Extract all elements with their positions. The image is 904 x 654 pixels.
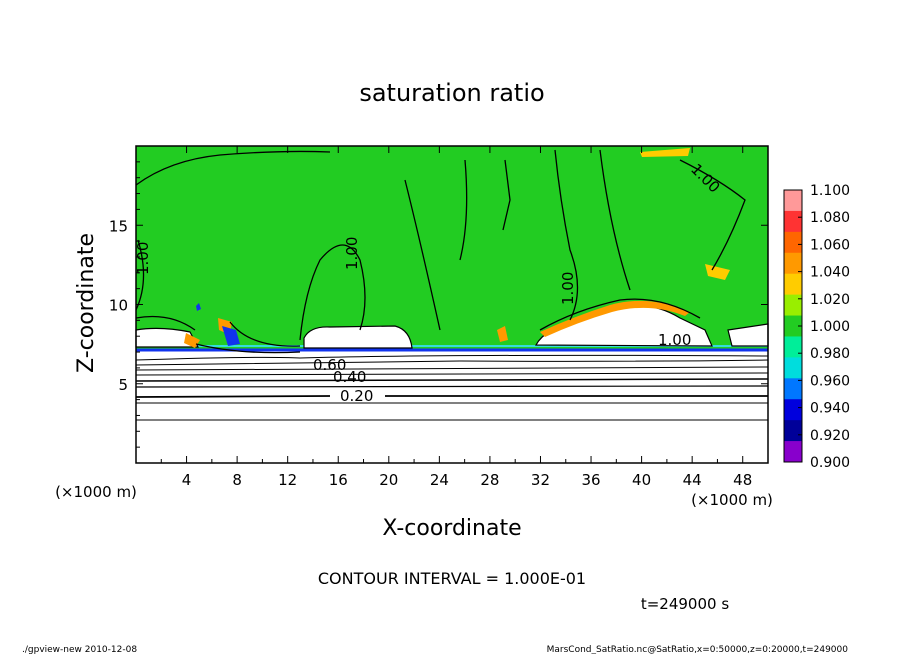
colorbar: 1.100 1.080 1.060 1.040 1.020 1.000 0.980 0.960… <box>783 183 850 471</box>
x-tick-label: 32 <box>531 471 550 489</box>
x-tick-label: 8 <box>232 471 242 489</box>
colorbar-label: 1.000 <box>810 319 850 335</box>
x-tick-label: 12 <box>278 471 297 489</box>
x-tick-label: 24 <box>430 471 449 489</box>
y-axis: 5 10 15 <box>109 161 768 448</box>
chart-title: saturation ratio <box>359 79 544 107</box>
contour-interval-text: CONTOUR INTERVAL = 1.000E-01 <box>318 569 586 588</box>
contour-label: 1.00 <box>559 272 577 305</box>
colorbar-segment <box>784 294 802 317</box>
contour-label: 1.00 <box>134 242 152 275</box>
colorbar-label: 0.980 <box>810 346 850 362</box>
supersaturated-patch <box>540 300 690 337</box>
colorbar-segment <box>784 336 802 358</box>
y-tick-label: 5 <box>118 376 128 394</box>
x-unit-label: (×1000 m) <box>691 491 773 509</box>
x-axis-label: X-coordinate <box>382 516 521 541</box>
colorbar-segment <box>784 273 802 296</box>
x-tick-label: 40 <box>632 471 651 489</box>
colorbar-segment <box>784 441 802 463</box>
colorbar-label: 1.080 <box>810 210 850 226</box>
supersaturated-patch <box>497 326 508 342</box>
contour-label: 1.00 <box>658 331 691 349</box>
supersaturated-patch <box>705 264 730 280</box>
contour-label: 0.60 <box>313 356 346 374</box>
cloud-region <box>303 325 413 349</box>
plot-area: 1.00 1.00 1.00 1.00 1.00 0.60 0.40 0.20 <box>134 145 769 464</box>
x-tick-label: 16 <box>329 471 348 489</box>
subsaturated-region <box>136 349 768 463</box>
colorbar-label: 1.020 <box>810 292 850 308</box>
colorbar-label: 0.960 <box>810 373 850 389</box>
contour-label: 0.40 <box>333 368 366 386</box>
colorbar-segment <box>784 315 802 337</box>
colorbar-segment <box>784 378 802 400</box>
colorbar-label: 1.040 <box>810 265 850 281</box>
y-tick-label: 10 <box>109 297 128 315</box>
colorbar-label: 0.940 <box>810 401 850 417</box>
colorbar-segment <box>784 357 802 379</box>
colorbar-label: 0.920 <box>810 428 850 444</box>
colorbar-segment <box>784 231 802 254</box>
y-unit-label: (×1000 m) <box>55 483 137 501</box>
subsaturated-patch <box>196 303 201 311</box>
contour-label: 1.00 <box>343 237 361 270</box>
y-tick-label: 15 <box>109 217 128 235</box>
colorbar-segment <box>784 399 802 421</box>
time-label: t=249000 s <box>641 595 729 613</box>
colorbar-segment <box>784 420 802 442</box>
horizontal-contours <box>135 354 769 421</box>
footer-right: MarsCond_SatRatio.nc@SatRatio,x=0:50000,… <box>547 645 849 654</box>
colorbar-label: 1.100 <box>810 183 850 199</box>
x-tick-label: 48 <box>733 471 752 489</box>
colorbar-segment <box>784 252 802 275</box>
contour-label: 0.20 <box>340 387 373 405</box>
subsaturated-patch <box>222 326 240 346</box>
x-tick-label: 4 <box>182 471 192 489</box>
footer-left: ./gpview-new 2010-12-08 <box>22 645 137 654</box>
colorbar-label: 1.060 <box>810 237 850 253</box>
contour-lines <box>135 149 746 354</box>
x-tick-label: 20 <box>379 471 398 489</box>
colorbar-segment <box>784 190 802 212</box>
x-tick-label: 36 <box>581 471 600 489</box>
y-axis-label: Z-coordinate <box>74 233 99 373</box>
x-axis: 4 8 12 16 20 24 28 32 36 40 44 48 <box>160 146 752 489</box>
colorbar-segment <box>784 210 802 233</box>
x-tick-label: 44 <box>683 471 702 489</box>
supersaturated-patch <box>640 148 690 157</box>
colorbar-label: 0.900 <box>810 455 850 471</box>
x-tick-label: 28 <box>480 471 499 489</box>
